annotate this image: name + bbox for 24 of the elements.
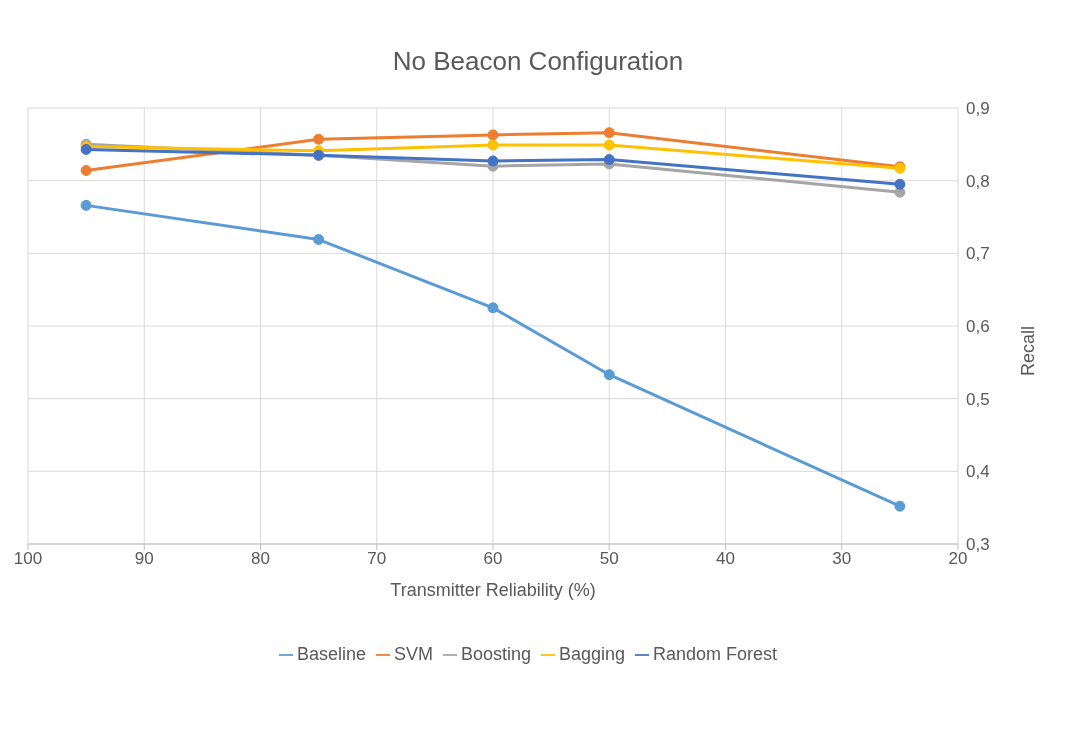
x-axis-title: Transmitter Reliability (%)	[390, 580, 596, 600]
x-tick-label: 40	[716, 549, 735, 569]
x-tick-label: 60	[483, 549, 503, 569]
y-tick-label: 0,7	[966, 244, 990, 264]
x-tick-label: 80	[251, 549, 270, 569]
y-tick-label: 0,5	[966, 389, 990, 409]
x-tick-label: 30	[832, 549, 852, 569]
y-tick-label: 0,9	[966, 99, 990, 119]
legend-label: Baseline	[296, 644, 366, 664]
legend-label: Boosting	[460, 644, 531, 664]
x-tick-label: 70	[367, 549, 387, 569]
chart-title: No Beacon Configuration	[391, 46, 685, 77]
legend-label: Bagging	[559, 644, 626, 664]
y-tick-label: 0,6	[966, 317, 990, 337]
legend-label: SVM	[393, 644, 433, 664]
y-tick-label: 0,3	[966, 535, 990, 555]
x-tick-label: 100	[13, 549, 43, 569]
y-axis-title: Recall	[1018, 326, 1039, 377]
y-tick-label: 0,8	[966, 171, 990, 191]
y-tick-label: 0,4	[966, 462, 990, 482]
x-tick-label: 20	[948, 549, 968, 569]
x-tick-label: 90	[134, 549, 154, 569]
legend-label: Random Forest	[653, 644, 778, 664]
x-tick-label: 50	[599, 549, 619, 569]
